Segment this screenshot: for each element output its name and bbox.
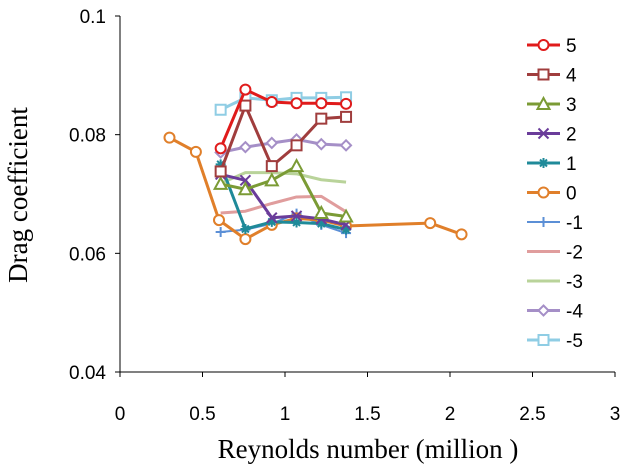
- legend-entry: 0: [527, 184, 577, 205]
- legend-entry: 4: [527, 66, 577, 87]
- legend-entry: -2: [527, 243, 583, 264]
- legend-entry: -4: [527, 302, 583, 323]
- data-point: [291, 217, 302, 228]
- y-axis-title: Drag coefficient: [3, 107, 33, 283]
- legend-marker: [537, 127, 550, 140]
- series-0: [163, 131, 468, 246]
- data-point: [290, 210, 303, 222]
- series-line: [220, 194, 347, 215]
- legend-marker: [538, 217, 549, 227]
- series-layer: [163, 83, 468, 246]
- series-1: [215, 159, 352, 235]
- data-point: [340, 97, 353, 110]
- data-point: [239, 83, 252, 96]
- data-point: [189, 145, 202, 158]
- data-point: [265, 160, 278, 173]
- legend-label: 3: [566, 95, 577, 116]
- data-point: [213, 214, 225, 227]
- data-point: [215, 226, 226, 237]
- legend-label: 0: [566, 184, 577, 205]
- data-point: [238, 140, 252, 154]
- data-point: [290, 97, 303, 110]
- legend-label: -4: [566, 302, 583, 323]
- legend-label: -3: [566, 272, 583, 293]
- legend-entry: 5: [527, 36, 577, 57]
- data-point: [240, 224, 251, 235]
- x-tick-label: 0.5: [189, 404, 215, 425]
- x-tick-label: 3: [610, 404, 621, 425]
- data-point: [214, 165, 227, 178]
- data-point: [239, 99, 252, 112]
- legend-label: 5: [566, 36, 577, 57]
- y-tick-label: 0.08: [69, 126, 106, 147]
- data-point: [314, 137, 328, 151]
- data-point: [315, 97, 328, 110]
- data-point: [266, 212, 278, 224]
- data-point: [214, 142, 227, 155]
- series--2: [220, 194, 347, 215]
- data-point: [215, 159, 226, 170]
- legend-entry: 1: [527, 154, 577, 175]
- data-point: [315, 112, 328, 125]
- series-5: [214, 83, 353, 155]
- data-point: [339, 138, 353, 152]
- legend-label: 4: [566, 66, 577, 87]
- legend-entry: 2: [527, 125, 577, 146]
- y-axis-ticks: 0.04 0.06 0.08 0.1: [69, 7, 120, 384]
- data-point: [338, 208, 354, 223]
- x-tick-label: 2.5: [519, 404, 545, 425]
- legend-marker: [537, 334, 550, 346]
- data-point: [424, 217, 437, 230]
- legend-marker: [537, 68, 550, 81]
- legend-marker: [537, 186, 550, 199]
- legend-marker: [537, 304, 550, 317]
- x-axis-ticks: 0 0.5 1 1.5 2 2.5 3: [115, 372, 621, 425]
- data-point: [239, 233, 252, 246]
- data-point: [264, 172, 280, 187]
- series-3: [212, 158, 354, 223]
- data-point: [163, 131, 176, 144]
- legend-marker: [538, 158, 549, 168]
- x-tick-label: 1: [280, 404, 291, 425]
- legend-label: 2: [566, 125, 577, 146]
- legend-label: -5: [566, 331, 583, 352]
- legend-label: -1: [566, 213, 583, 234]
- legend-entry: 3: [527, 95, 577, 116]
- data-point: [212, 175, 229, 190]
- y-tick-label: 0.04: [69, 363, 106, 384]
- series--4: [214, 132, 353, 159]
- legend-marker: [537, 39, 550, 51]
- data-point: [239, 174, 252, 187]
- legend: 5 4 3 2 1 0 -1 -2 -3 -4 -5: [527, 36, 583, 352]
- legend-entry: -3: [527, 272, 583, 293]
- data-point: [313, 204, 329, 219]
- data-point: [214, 103, 227, 116]
- data-point: [265, 96, 278, 109]
- y-tick-label: 0.06: [69, 244, 106, 265]
- legend-label: -2: [566, 243, 583, 264]
- legend-entry: -1: [527, 213, 583, 234]
- series-line: [220, 172, 347, 227]
- x-tick-label: 1.5: [354, 404, 380, 425]
- data-point: [288, 158, 305, 173]
- data-point: [290, 139, 303, 152]
- legend-entry: -5: [527, 331, 583, 352]
- legend-label: 1: [566, 154, 577, 175]
- y-tick-label: 0.1: [80, 7, 106, 28]
- data-point: [265, 136, 279, 150]
- data-point: [341, 224, 352, 235]
- data-point: [455, 228, 468, 241]
- data-point: [266, 216, 277, 227]
- data-point: [237, 181, 254, 196]
- series-line: [220, 137, 347, 154]
- data-point: [340, 110, 353, 123]
- x-tick-label: 0: [115, 404, 126, 425]
- x-tick-label: 2: [445, 404, 456, 425]
- data-point: [316, 218, 327, 229]
- x-axis-title: Reynolds number (million ): [218, 434, 519, 464]
- legend-marker: [535, 95, 552, 110]
- series-4: [214, 99, 353, 178]
